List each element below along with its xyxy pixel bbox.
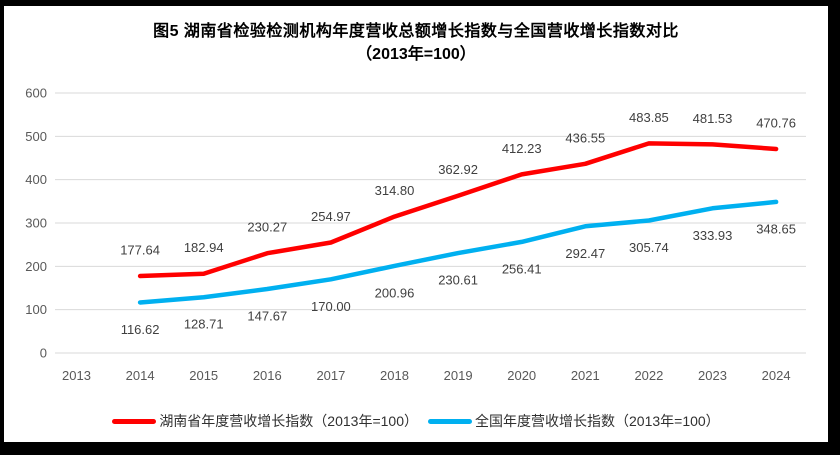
data-label: 362.92 [438, 162, 478, 177]
data-label: 481.53 [693, 111, 733, 126]
data-label: 200.96 [375, 285, 415, 300]
data-label: 292.47 [565, 246, 605, 261]
x-tick-label: 2018 [380, 368, 409, 383]
x-tick-label: 2023 [698, 368, 727, 383]
chart-area: 图5 湖南省检验检测机构年度营收总额增长指数与全国营收增长指数对比 （2013年… [4, 6, 828, 442]
x-tick-label: 2014 [126, 368, 155, 383]
x-tick-label: 2017 [316, 368, 345, 383]
legend-label-hunan: 湖南省年度营收增长指数（2013年=100） [159, 413, 418, 429]
series-line-0 [137, 141, 779, 279]
y-tick-label: 200 [25, 259, 47, 274]
x-tick-label: 2016 [253, 368, 282, 383]
data-label: 348.65 [756, 221, 796, 236]
chart-legend: 湖南省年度营收增长指数（2013年=100） 全国年度营收增长指数（2013年=… [4, 411, 828, 431]
data-label: 116.62 [121, 322, 160, 337]
data-label: 230.61 [438, 273, 478, 288]
chart-subtitle: （2013年=100） [356, 46, 476, 63]
data-label: 128.71 [184, 317, 224, 332]
data-label: 182.94 [184, 240, 224, 255]
series-line-1 [137, 199, 779, 305]
data-label: 256.41 [502, 261, 542, 276]
data-label: 436.55 [565, 130, 605, 145]
x-tick-label: 2013 [62, 368, 91, 383]
data-label: 305.74 [629, 240, 669, 255]
chart-plot: 0 100 200 300 400 500 600 2013 2014 2015 2016 2017 2… [25, 86, 806, 383]
x-tick-label: 2015 [189, 368, 218, 383]
x-tick-label: 2021 [571, 368, 600, 383]
y-tick-label: 0 [40, 346, 47, 361]
x-tick-label: 2022 [634, 368, 663, 383]
legend-item-national: 全国年度营收增长指数（2013年=100） [428, 411, 720, 431]
x-tick-label: 2024 [762, 368, 791, 383]
y-tick-label: 600 [25, 86, 47, 101]
x-tick-label: 2020 [507, 368, 536, 383]
data-label: 412.23 [502, 141, 542, 156]
data-label: 254.97 [311, 209, 351, 224]
legend-swatch-hunan [112, 418, 157, 424]
data-label: 170.00 [311, 299, 351, 314]
legend-label-national: 全国年度营收增长指数（2013年=100） [475, 413, 720, 429]
y-tick-label: 500 [25, 129, 47, 144]
data-label: 177.64 [120, 243, 160, 258]
data-label: 314.80 [375, 183, 415, 198]
x-tick-label: 2019 [444, 368, 473, 383]
y-tick-label: 300 [25, 216, 47, 231]
legend-swatch-national [428, 418, 472, 424]
chart-title: 图5 湖南省检验检测机构年度营收总额增长指数与全国营收增长指数对比 [153, 23, 679, 40]
y-tick-label: 400 [25, 172, 47, 187]
legend-item-hunan: 湖南省年度营收增长指数（2013年=100） [112, 411, 418, 431]
data-label: 147.67 [247, 309, 287, 324]
data-label: 230.27 [247, 220, 287, 235]
y-tick-label: 100 [25, 302, 47, 317]
data-label: 333.93 [693, 228, 733, 243]
data-label: 470.76 [756, 116, 796, 131]
chart-title-block: 图5 湖南省检验检测机构年度营收总额增长指数与全国营收增长指数对比 （2013年… [4, 20, 828, 66]
data-label: 483.85 [629, 110, 669, 125]
